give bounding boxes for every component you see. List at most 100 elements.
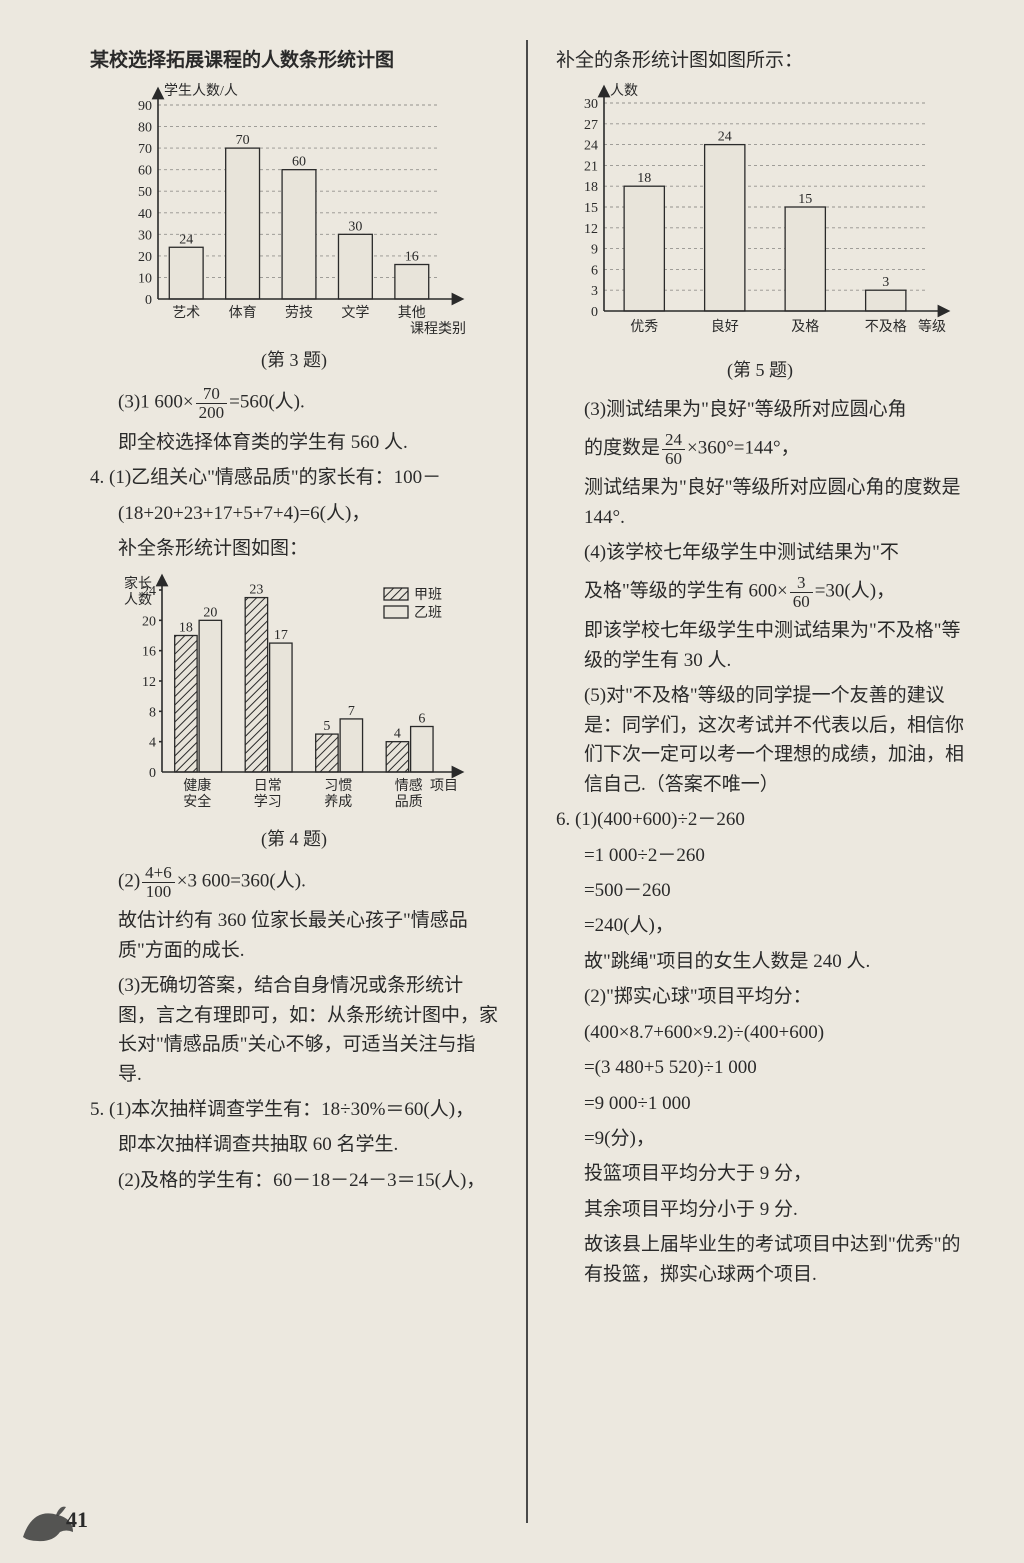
svg-text:及格: 及格: [791, 319, 819, 335]
chart1-title: 某校选择拓展课程的人数条形统计图: [90, 46, 498, 75]
svg-text:3: 3: [591, 285, 598, 300]
r6l: 其余项目平均分小于 9 分.: [556, 1195, 964, 1224]
svg-text:18: 18: [179, 620, 193, 635]
svg-text:24: 24: [584, 139, 598, 154]
svg-text:课程类别: 课程类别: [410, 321, 466, 337]
r6h: =(3 480+5 520)÷1 000: [556, 1053, 964, 1082]
svg-text:其他: 其他: [398, 305, 426, 321]
r6g: (400×8.7+600×9.2)÷(400+600): [556, 1018, 964, 1047]
svg-text:17: 17: [274, 628, 288, 643]
svg-text:30: 30: [138, 229, 152, 244]
svg-text:健康: 健康: [183, 777, 211, 794]
r6i: =9 000÷1 000: [556, 1089, 964, 1118]
svg-text:30: 30: [584, 97, 598, 112]
svg-text:20: 20: [138, 250, 152, 265]
svg-text:人数: 人数: [610, 83, 638, 99]
svg-text:安全: 安全: [183, 793, 211, 810]
chart1-caption: (第 3 题): [90, 347, 498, 375]
left-column: 某校选择拓展课程的人数条形统计图 102030405060708090024艺术…: [90, 40, 498, 1523]
r3b-post: ×360°=144°，: [687, 437, 800, 458]
svg-text:3: 3: [882, 276, 889, 291]
svg-text:6: 6: [591, 264, 598, 279]
r6j: =9(分)，: [556, 1124, 964, 1153]
svg-text:30: 30: [348, 220, 362, 235]
r4a: (4)该学校七年级学生中测试结果为"不: [556, 538, 964, 567]
svg-text:情感: 情感: [395, 777, 423, 794]
svg-text:甲班: 甲班: [414, 587, 442, 603]
p5-c: (2)及格的学生有：60－18－24－3＝15(人)，: [90, 1166, 498, 1195]
svg-text:70: 70: [236, 134, 250, 149]
svg-text:5: 5: [323, 719, 330, 734]
svg-text:20: 20: [142, 614, 156, 629]
svg-text:60: 60: [292, 155, 306, 170]
svg-text:品质: 品质: [395, 794, 423, 810]
svg-text:4: 4: [149, 735, 156, 750]
column-divider: [526, 40, 528, 1523]
r4b-pre: 及格"等级的学生有 600×: [584, 580, 788, 601]
p3: (3)1 600×70200=560(人).: [90, 385, 498, 422]
r6e: 故"跳绳"项目的女生人数是 240 人.: [556, 947, 964, 976]
chart3-title: 补全的条形统计图如图所示：: [556, 46, 964, 75]
svg-text:12: 12: [142, 675, 156, 690]
svg-text:15: 15: [798, 192, 812, 207]
svg-text:23: 23: [249, 582, 263, 597]
svg-text:16: 16: [142, 644, 156, 659]
p4-d-frac: 4+6100: [140, 864, 177, 901]
chart1: 102030405060708090024艺术70体育60劳技30文学16其他学…: [114, 81, 474, 341]
r4b-post: =30(人)，: [815, 580, 895, 601]
svg-text:0: 0: [149, 766, 156, 781]
svg-text:艺术: 艺术: [172, 305, 200, 321]
chart2-caption: (第 4 题): [90, 826, 498, 854]
right-column: 补全的条形统计图如图所示： 36912151821242730018优秀24良好…: [556, 40, 964, 1523]
svg-text:24: 24: [718, 130, 732, 145]
svg-text:8: 8: [149, 705, 156, 720]
svg-text:日常: 日常: [254, 778, 282, 794]
svg-text:9: 9: [591, 243, 598, 258]
r3b: 的度数是2460×360°=144°，: [556, 431, 964, 468]
r6b: =1 000÷2－260: [556, 841, 964, 870]
svg-text:人数: 人数: [124, 592, 152, 608]
r6a: 6. (1)(400+600)÷2－260: [556, 805, 964, 834]
p3-conclusion: 即全校选择体育类的学生有 560 人.: [90, 428, 498, 457]
svg-text:0: 0: [145, 293, 152, 308]
svg-text:优秀: 优秀: [630, 319, 658, 335]
r5: (5)对"不及格"等级的同学提一个友善的建议是：同学们，这次考试并不代表以后，相…: [556, 681, 964, 799]
p5-a: 5. (1)本次抽样调查学生有：18÷30%＝60(人)，: [90, 1095, 498, 1124]
svg-text:7: 7: [348, 704, 355, 719]
svg-text:70: 70: [138, 143, 152, 158]
p3-text-b: =560(人).: [229, 392, 305, 413]
svg-text:劳技: 劳技: [285, 305, 313, 321]
svg-text:良好: 良好: [711, 319, 739, 335]
p4-d-post: ×3 600=360(人).: [177, 870, 306, 891]
r4c: 即该学校七年级学生中测试结果为"不及格"等级的学生有 30 人.: [556, 616, 964, 675]
p4-f: (3)无确切答案，结合自身情况或条形统计图，言之有理即可，如：从条形统计图中，家…: [90, 971, 498, 1089]
r3b-pre: 的度数是: [584, 437, 660, 458]
svg-text:学生人数/人: 学生人数/人: [164, 83, 238, 99]
svg-text:40: 40: [138, 207, 152, 222]
r4b: 及格"等级的学生有 600×360=30(人)，: [556, 574, 964, 611]
r6k: 投篮项目平均分大于 9 分，: [556, 1159, 964, 1188]
chart2: 481216202401820健康安全2317日常学习57习惯养成46情感品质家…: [114, 570, 474, 820]
p4-e: 故估计约有 360 位家长最关心孩子"情感品质"方面的成长.: [90, 906, 498, 965]
svg-text:等级: 等级: [918, 318, 946, 335]
svg-text:0: 0: [591, 305, 598, 320]
svg-text:50: 50: [138, 186, 152, 201]
p3-frac: 70200: [194, 385, 230, 422]
p3-text-a: (3)1 600×: [118, 392, 194, 413]
svg-text:60: 60: [138, 164, 152, 179]
p4-d: (2)4+6100×3 600=360(人).: [90, 864, 498, 901]
svg-text:6: 6: [418, 711, 425, 726]
chart3: 36912151821242730018优秀24良好15及格3不及格人数等级: [560, 81, 960, 351]
r3b-frac: 2460: [660, 431, 687, 468]
svg-text:80: 80: [138, 121, 152, 136]
r3c: 测试结果为"良好"等级所对应圆心角的度数是 144°.: [556, 473, 964, 532]
svg-text:15: 15: [584, 201, 598, 216]
p5-b: 即本次抽样调查共抽取 60 名学生.: [90, 1130, 498, 1159]
svg-text:10: 10: [138, 272, 152, 287]
svg-text:24: 24: [179, 233, 193, 248]
svg-text:90: 90: [138, 99, 152, 114]
svg-text:18: 18: [584, 181, 598, 196]
svg-text:文学: 文学: [341, 305, 369, 321]
page-number: 41: [66, 1507, 88, 1533]
r6d: =240(人)，: [556, 911, 964, 940]
